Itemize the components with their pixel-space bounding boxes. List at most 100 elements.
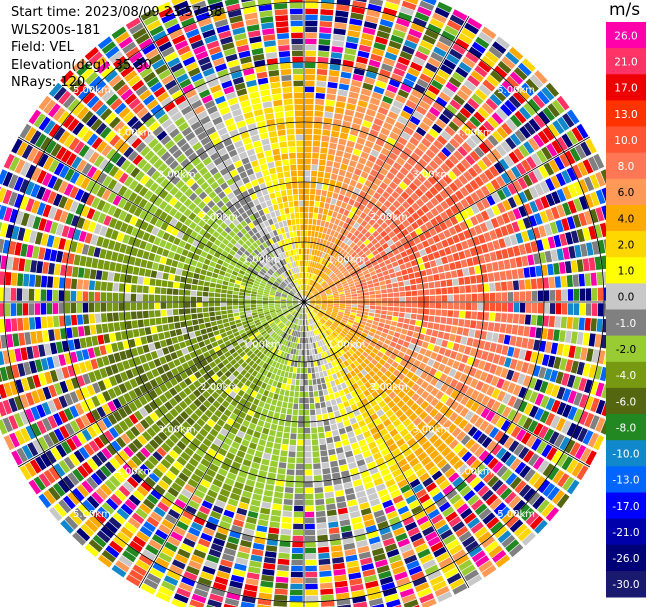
range-gate — [274, 334, 280, 341]
range-gate — [455, 213, 464, 223]
range-gate — [166, 295, 173, 302]
range-gate — [485, 373, 494, 384]
range-gate — [43, 490, 56, 505]
range-gate — [344, 313, 350, 317]
range-gate — [459, 221, 468, 231]
range-gate — [376, 226, 384, 234]
range-gate — [315, 299, 322, 301]
range-gate — [332, 40, 345, 47]
range-gate — [353, 201, 361, 209]
range-gate — [500, 487, 513, 501]
range-gate — [435, 214, 444, 224]
range-gate — [307, 293, 312, 298]
range-gate — [369, 466, 379, 475]
range-gate — [337, 144, 346, 152]
range-gate — [200, 532, 213, 542]
range-gate — [515, 360, 524, 372]
range-gate — [262, 427, 270, 435]
range-gate — [201, 500, 213, 510]
range-gate — [299, 319, 302, 326]
range-gate — [251, 370, 258, 377]
range-gate — [416, 314, 423, 321]
range-gate — [318, 232, 323, 239]
range-gate — [388, 330, 395, 336]
range-gate — [183, 396, 193, 406]
range-gate — [405, 494, 417, 505]
range-gate — [177, 493, 190, 504]
range-gate — [330, 539, 342, 546]
range-gate — [533, 475, 546, 490]
range-gate — [438, 479, 451, 491]
range-gate — [531, 303, 538, 314]
range-gate — [136, 302, 143, 310]
range-gate — [368, 267, 375, 273]
range-gate — [143, 521, 156, 533]
range-gate — [338, 169, 346, 177]
range-gate — [537, 130, 550, 145]
range-gate — [185, 505, 197, 515]
range-gate — [236, 507, 248, 516]
range-gate — [350, 362, 357, 370]
range-gate — [538, 110, 551, 125]
range-gate — [254, 537, 266, 545]
range-gate — [518, 446, 530, 460]
range-gate — [320, 582, 333, 589]
range-gate — [48, 486, 61, 501]
range-gate — [341, 182, 349, 190]
range-gate — [297, 313, 300, 319]
range-gate — [317, 313, 323, 318]
range-gate — [385, 438, 395, 447]
range-gate — [5, 272, 12, 286]
range-gate — [214, 293, 221, 298]
range-gate — [314, 104, 324, 111]
range-gate — [316, 347, 321, 354]
range-gate — [437, 1, 453, 13]
range-gate — [315, 86, 326, 94]
range-gate — [517, 527, 532, 542]
range-gate — [124, 293, 131, 302]
range-gate — [334, 107, 345, 114]
range-gate — [333, 298, 340, 301]
range-gate — [383, 396, 392, 404]
range-gate — [517, 219, 526, 231]
range-gate — [304, 307, 306, 314]
range-gate — [118, 302, 125, 311]
range-gate — [455, 201, 465, 212]
range-gate — [313, 291, 319, 296]
range-gate — [132, 329, 140, 338]
range-gate — [289, 366, 294, 373]
range-gate — [414, 326, 421, 333]
range-gate — [148, 286, 155, 294]
range-gate — [442, 174, 453, 185]
range-gate — [289, 335, 293, 342]
range-gate — [455, 404, 465, 414]
range-gate — [172, 461, 184, 471]
range-gate — [350, 346, 357, 353]
range-gate — [556, 95, 570, 111]
range-gate — [330, 314, 337, 318]
range-gate — [424, 62, 438, 73]
range-gate — [310, 176, 317, 183]
range-gate — [328, 222, 334, 230]
range-gate — [353, 375, 360, 382]
range-gate — [301, 313, 303, 320]
range-gate — [132, 535, 147, 548]
range-gate — [151, 423, 161, 434]
range-gate — [368, 226, 376, 234]
range-gate — [357, 302, 364, 305]
range-gate — [382, 162, 392, 171]
range-gate — [191, 437, 202, 447]
range-gate — [279, 315, 285, 320]
range-gate — [88, 280, 96, 291]
range-gate — [309, 303, 316, 305]
range-gate — [399, 588, 415, 598]
range-gate — [406, 453, 416, 463]
range-gate — [262, 568, 275, 576]
range-gate — [244, 305, 251, 308]
range-gate — [336, 262, 342, 268]
range-gate — [215, 311, 221, 316]
range-gate — [389, 272, 396, 279]
range-gate — [241, 384, 249, 392]
range-gate — [251, 436, 259, 444]
range-gate — [501, 313, 508, 323]
